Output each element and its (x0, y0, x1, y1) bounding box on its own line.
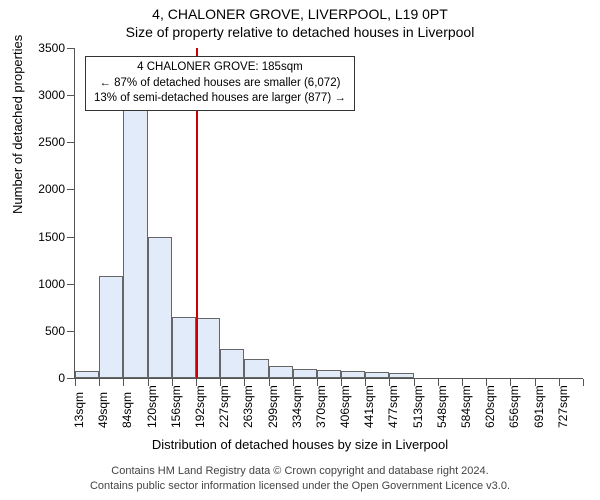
x-tick-label: 370sqm (314, 385, 328, 428)
histogram-bar (196, 318, 220, 378)
x-tick (583, 379, 584, 386)
x-tick-label: 691sqm (532, 385, 546, 428)
y-tick (67, 189, 74, 190)
annotation-box: 4 CHALONER GROVE: 185sqm← 87% of detache… (85, 56, 355, 111)
plot-area: 050010001500200025003000350013sqm49sqm84… (74, 48, 583, 379)
y-tick (67, 378, 74, 379)
y-tick (67, 284, 74, 285)
histogram-bar (365, 372, 389, 378)
x-tick-label: 49sqm (96, 392, 110, 428)
histogram-bar (293, 369, 317, 378)
x-tick-label: 156sqm (169, 385, 183, 428)
x-tick (75, 379, 76, 386)
y-tick-label: 2000 (38, 182, 65, 196)
annotation-line: 13% of semi-detached houses are larger (… (94, 91, 346, 107)
y-tick-label: 3000 (38, 88, 65, 102)
x-tick-label: 727sqm (556, 385, 570, 428)
x-tick-label: 656sqm (507, 385, 521, 428)
chart-title-sub: Size of property relative to detached ho… (0, 24, 600, 40)
y-tick-label: 3500 (38, 41, 65, 55)
histogram-bar (148, 237, 172, 378)
x-tick-label: 406sqm (338, 385, 352, 428)
y-tick (67, 237, 74, 238)
annotation-line: ← 87% of detached houses are smaller (6,… (94, 76, 346, 92)
histogram-bar (220, 349, 244, 378)
footer-line-1: Contains HM Land Registry data © Crown c… (0, 464, 600, 479)
x-tick-label: 584sqm (459, 385, 473, 428)
histogram-bar (341, 371, 365, 378)
x-tick-label: 299sqm (266, 385, 280, 428)
y-tick (67, 48, 74, 49)
x-tick (99, 379, 100, 386)
y-tick-label: 1500 (38, 230, 65, 244)
histogram-bar (389, 373, 413, 378)
y-tick-label: 0 (58, 371, 65, 385)
x-tick (123, 379, 124, 386)
histogram-bar (172, 317, 196, 378)
x-axis-title: Distribution of detached houses by size … (0, 437, 600, 452)
y-tick (67, 331, 74, 332)
y-axis-title: Number of detached properties (10, 35, 25, 214)
x-tick-label: 263sqm (241, 385, 255, 428)
annotation-line: 4 CHALONER GROVE: 185sqm (94, 60, 346, 76)
x-tick-label: 227sqm (217, 385, 231, 428)
x-tick-label: 13sqm (72, 392, 86, 428)
x-tick-label: 120sqm (145, 385, 159, 428)
chart-footer: Contains HM Land Registry data © Crown c… (0, 464, 600, 494)
histogram-bar (99, 276, 123, 378)
x-tick-label: 334sqm (290, 385, 304, 428)
histogram-bar (75, 371, 99, 378)
histogram-chart: 4, CHALONER GROVE, LIVERPOOL, L19 0PT Si… (0, 0, 600, 500)
y-tick (67, 95, 74, 96)
y-tick (67, 142, 74, 143)
histogram-bar (244, 359, 268, 378)
histogram-bar (123, 90, 147, 378)
y-tick-label: 500 (45, 324, 65, 338)
x-tick-label: 441sqm (362, 385, 376, 428)
x-tick-label: 192sqm (193, 385, 207, 428)
histogram-bar (317, 370, 341, 378)
chart-title-main: 4, CHALONER GROVE, LIVERPOOL, L19 0PT (0, 6, 600, 22)
x-tick-label: 84sqm (120, 392, 134, 428)
x-tick-label: 477sqm (386, 385, 400, 428)
x-tick-label: 620sqm (483, 385, 497, 428)
footer-line-2: Contains public sector information licen… (0, 479, 600, 494)
y-tick-label: 1000 (38, 277, 65, 291)
x-tick-label: 548sqm (435, 385, 449, 428)
histogram-bar (269, 366, 293, 378)
x-tick-label: 513sqm (411, 385, 425, 428)
y-tick-label: 2500 (38, 135, 65, 149)
